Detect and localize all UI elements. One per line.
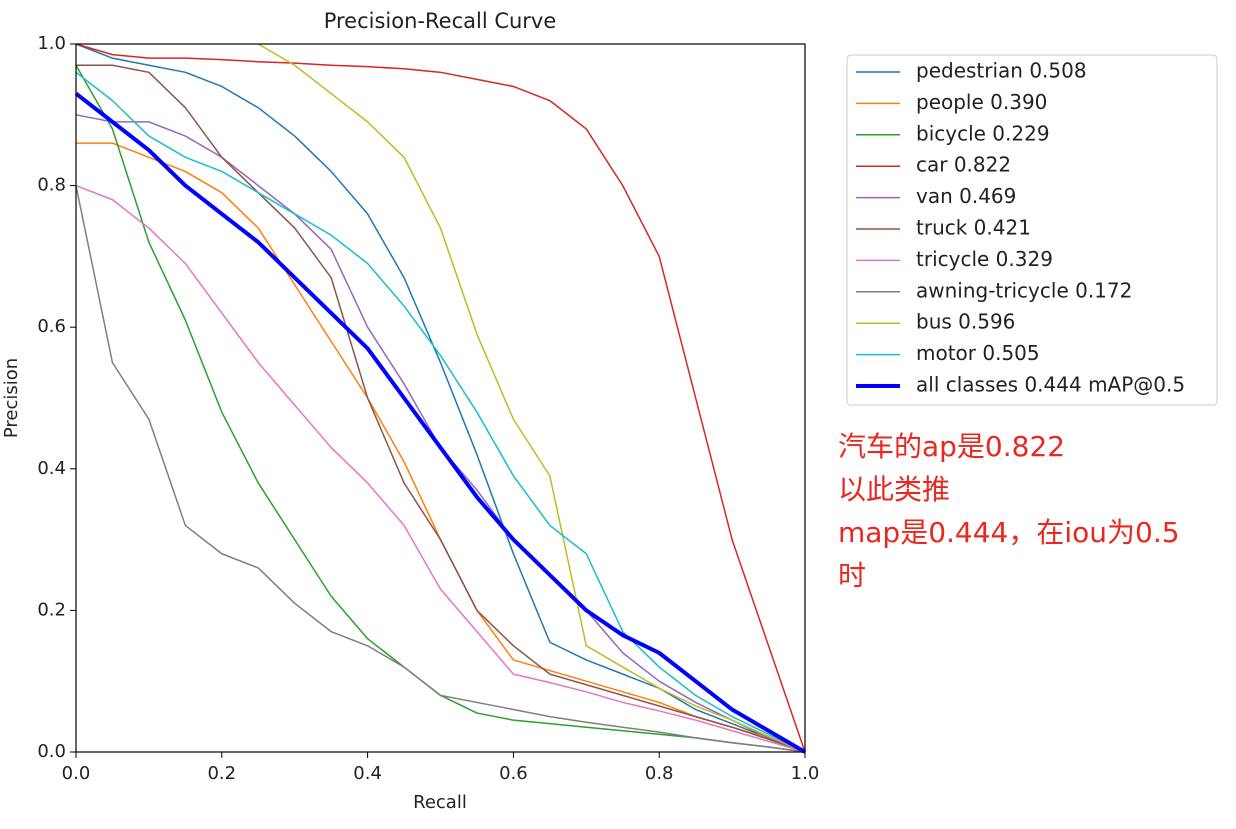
legend-label: truck 0.421 — [916, 216, 1031, 240]
y-tick-label: 0.6 — [37, 316, 66, 337]
y-tick-label: 0.8 — [37, 175, 66, 196]
x-axis-label: Recall — [413, 792, 467, 813]
y-tick-label: 0.0 — [37, 741, 66, 762]
y-tick-label: 0.2 — [37, 599, 66, 620]
legend-label: van 0.469 — [916, 184, 1016, 208]
legend-label: bus 0.596 — [916, 310, 1015, 334]
pr-curve — [76, 64, 806, 753]
x-tick-label: 0.2 — [207, 763, 236, 784]
x-tick-label: 0.4 — [353, 763, 382, 784]
x-tick-label: 0.8 — [645, 763, 674, 784]
legend-label: pedestrian 0.508 — [916, 59, 1087, 83]
legend-label: car 0.822 — [916, 153, 1011, 177]
y-axis-label: Precision — [1, 358, 22, 438]
y-tick-label: 0.4 — [37, 458, 66, 479]
pr-curve — [75, 64, 806, 753]
legend-label: awning-tricycle 0.172 — [916, 278, 1132, 302]
legend-label: motor 0.505 — [916, 341, 1040, 365]
pr-curve — [75, 185, 806, 753]
annotation: 汽车的ap是0.822 — [838, 430, 1065, 463]
legend-label: bicycle 0.229 — [916, 121, 1050, 145]
pr-curve — [75, 114, 806, 753]
annotation: 以此类推 — [838, 473, 950, 506]
pr-curve — [75, 71, 806, 753]
pr-curve — [75, 184, 806, 753]
y-tick-label: 1.0 — [37, 33, 66, 54]
pr-curve — [75, 43, 806, 753]
pr-curve — [257, 43, 806, 753]
legend-label: people 0.390 — [916, 90, 1047, 114]
annotation: 时 — [838, 559, 866, 592]
legend-box — [846, 54, 1218, 406]
legend-label: tricycle 0.329 — [916, 247, 1053, 271]
x-tick-label: 1.0 — [791, 763, 820, 784]
annotation: map是0.444，在iou为0.5 — [838, 516, 1180, 549]
pr-curve — [74, 91, 807, 754]
x-tick-label: 0.6 — [499, 763, 528, 784]
pr-curve — [75, 43, 806, 753]
legend-label: all classes 0.444 mAP@0.5 — [916, 373, 1185, 397]
plot-frame — [75, 43, 806, 753]
chart-title: Precision-Recall Curve — [324, 9, 557, 33]
x-tick-label: 0.0 — [62, 763, 91, 784]
